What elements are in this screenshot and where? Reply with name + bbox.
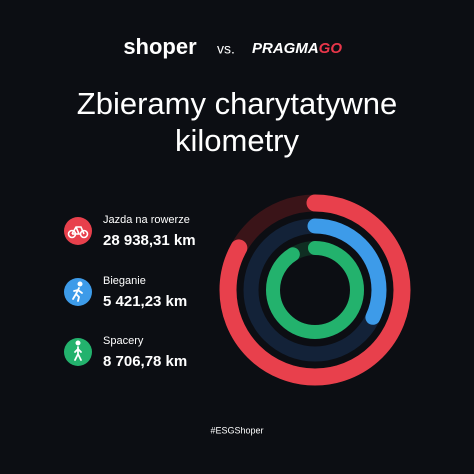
item: Spacery 8 706,78 km xyxy=(64,335,187,370)
brand-logo: shoper xyxy=(123,34,197,59)
item-label: Jazda na rowerze xyxy=(103,214,190,226)
item: Bieganie 5 421,23 km xyxy=(64,275,187,310)
partner-suffix: GO xyxy=(319,40,343,57)
item-value: 8 706,78 km xyxy=(103,353,187,370)
ring-arc xyxy=(266,241,364,339)
item-value: 28 938,31 km xyxy=(103,232,196,249)
partner-logo: PRAGMAGO xyxy=(252,40,342,57)
item: Jazda na rowerze 28 938,31 km xyxy=(64,214,196,249)
walk-glyph xyxy=(74,340,82,361)
partner-name: PRAGMA xyxy=(252,40,319,57)
item-label: Spacery xyxy=(103,335,144,347)
title-line: Zbieramy charytatywne xyxy=(77,86,397,121)
bike-glyph xyxy=(67,226,89,239)
activity-rings xyxy=(219,194,411,386)
versus: vs. xyxy=(217,41,235,57)
ring-arc xyxy=(219,194,411,386)
item-value: 5 421,23 km xyxy=(103,293,187,310)
hashtag: #ESGShoper xyxy=(210,425,263,435)
ring-arc xyxy=(243,218,387,362)
item-label: Bieganie xyxy=(103,275,146,287)
title-line: kilometry xyxy=(175,123,300,158)
run-glyph xyxy=(72,281,83,302)
